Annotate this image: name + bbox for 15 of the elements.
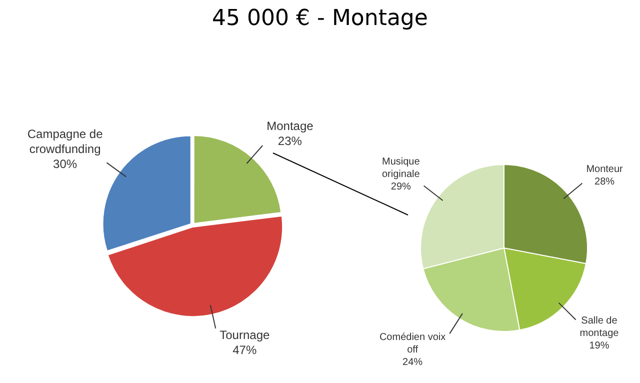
slice-label: Tournage [220, 328, 270, 342]
data-label: 28% [594, 176, 615, 188]
slice-label: Montage [266, 119, 314, 134]
data-label: 19% [589, 340, 610, 352]
data-label: 29% [390, 182, 412, 193]
slice-label: Comédien voix off [379, 332, 446, 356]
data-label: 23% [278, 134, 302, 148]
chart-title: 45 000 € - Montage [211, 6, 429, 31]
data-label: 30% [53, 156, 78, 171]
data-label: 24% [402, 356, 423, 368]
slice-label: Campagne de crowdfunding [27, 126, 104, 156]
slice-label: Salle de montage [580, 315, 620, 339]
data-label: 47% [232, 342, 257, 357]
slice-label: Musique originale [382, 156, 420, 180]
slice-label: Monteur [586, 164, 624, 175]
